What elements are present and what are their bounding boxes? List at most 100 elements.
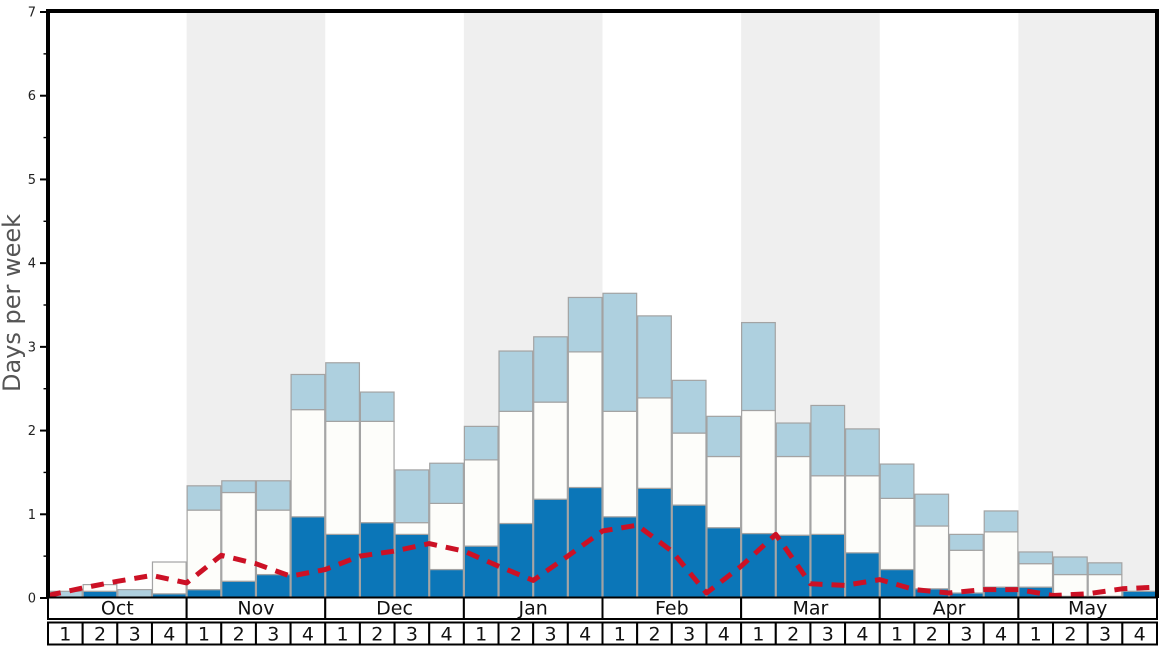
bar-nov-w3-dark_blue_days bbox=[255, 573, 291, 599]
week-label-feb-3: 3 bbox=[683, 624, 695, 646]
week-label-nov-1: 1 bbox=[198, 624, 210, 646]
week-label-oct-2: 2 bbox=[94, 624, 106, 646]
y-tick-label-6: 6 bbox=[28, 89, 36, 104]
y-tick-label-7: 7 bbox=[28, 6, 36, 21]
bar-may-w2-light_blue_days bbox=[1052, 556, 1088, 576]
week-label-jan-2: 2 bbox=[510, 624, 522, 646]
bar-nov-w2-dark_blue_days bbox=[221, 580, 257, 599]
week-label-dec-1: 1 bbox=[337, 624, 349, 646]
week-label-apr-4: 4 bbox=[995, 624, 1007, 646]
week-label-may-3: 3 bbox=[1099, 624, 1111, 646]
bar-dec-w2-white_days bbox=[359, 420, 395, 524]
bar-jan-w4-light_blue_days bbox=[567, 296, 603, 353]
bar-nov-w2-light_blue_days bbox=[221, 480, 257, 494]
week-label-jan-4: 4 bbox=[579, 624, 591, 646]
week-label-oct-3: 3 bbox=[129, 624, 141, 646]
week-label-nov-2: 2 bbox=[233, 624, 245, 646]
week-label-jan-1: 1 bbox=[475, 624, 487, 646]
bar-dec-w1-dark_blue_days bbox=[325, 533, 361, 599]
bar-feb-w2-light_blue_days bbox=[637, 315, 672, 399]
bar-feb-w4-light_blue_days bbox=[706, 415, 742, 458]
bar-dec-w1-light_blue_days bbox=[325, 362, 361, 422]
bar-nov-w1-white_days bbox=[186, 509, 222, 591]
bar-mar-w3-dark_blue_days bbox=[810, 533, 846, 599]
week-label-nov-3: 3 bbox=[267, 624, 279, 646]
bar-mar-w3-light_blue_days bbox=[810, 404, 846, 477]
week-label-mar-2: 2 bbox=[787, 624, 799, 646]
week-label-oct-1: 1 bbox=[59, 624, 71, 646]
bar-mar-w1-white_days bbox=[741, 409, 776, 535]
bar-apr-w4-light_blue_days bbox=[983, 510, 1019, 533]
week-label-dec-3: 3 bbox=[406, 624, 418, 646]
month-label-Dec: Dec bbox=[376, 598, 413, 620]
month-labels-row: Oct Nov Dec Jan Feb Mar Apr May bbox=[47, 596, 1158, 620]
bar-feb-w2-dark_blue_days bbox=[637, 487, 672, 599]
bar-feb-w4-white_days bbox=[706, 455, 742, 529]
week-label-mar-4: 4 bbox=[856, 624, 868, 646]
average-line-layer bbox=[47, 522, 1158, 598]
bar-mar-w1-light_blue_days bbox=[741, 321, 776, 412]
bar-mar-w4-light_blue_days bbox=[844, 428, 880, 477]
bar-apr-w2-light_blue_days bbox=[914, 493, 950, 527]
bar-jan-w1-light_blue_days bbox=[463, 425, 499, 461]
bar-apr-w3-light_blue_days bbox=[948, 533, 984, 551]
bar-nov-w2-white_days bbox=[221, 491, 257, 582]
bar-dec-w4-light_blue_days bbox=[429, 462, 464, 505]
week-label-mar-3: 3 bbox=[822, 624, 834, 646]
y-tick-label-3: 3 bbox=[28, 340, 36, 355]
y-axis-layer: 0 1 2 3 4 5 6 7 bbox=[28, 6, 48, 607]
bar-apr-w1-white_days bbox=[879, 497, 915, 571]
bar-feb-w1-white_days bbox=[602, 410, 638, 518]
bar-nov-w4-light_blue_days bbox=[290, 373, 326, 411]
month-label-Jan: Jan bbox=[518, 598, 548, 620]
week-label-oct-4: 4 bbox=[163, 624, 175, 646]
bar-may-w1-white_days bbox=[1018, 563, 1054, 588]
bar-may-w1-light_blue_days bbox=[1018, 551, 1054, 565]
bar-feb-w1-light_blue_days bbox=[602, 292, 638, 412]
y-tick-label-1: 1 bbox=[28, 508, 36, 523]
bar-mar-w2-dark_blue_days bbox=[775, 534, 811, 599]
month-band-May bbox=[1018, 12, 1157, 598]
bar-mar-w4-dark_blue_days bbox=[844, 552, 880, 599]
week-label-may-4: 4 bbox=[1134, 624, 1146, 646]
week-label-may-2: 2 bbox=[1064, 624, 1076, 646]
month-label-Mar: Mar bbox=[793, 598, 829, 620]
bar-jan-w4-white_days bbox=[567, 351, 603, 489]
bar-feb-w3-light_blue_days bbox=[671, 379, 707, 434]
week-label-apr-2: 2 bbox=[926, 624, 938, 646]
month-label-Nov: Nov bbox=[237, 598, 274, 620]
month-cell-May bbox=[1017, 596, 1158, 620]
month-label-May: May bbox=[1068, 598, 1107, 620]
bar-mar-w3-white_days bbox=[810, 475, 846, 535]
bar-apr-w1-light_blue_days bbox=[879, 463, 915, 499]
month-label-Apr: Apr bbox=[933, 598, 966, 620]
bar-nov-w1-light_blue_days bbox=[186, 485, 222, 511]
bar-apr-w4-white_days bbox=[983, 531, 1019, 588]
bar-apr-w3-white_days bbox=[948, 549, 984, 594]
week-label-feb-1: 1 bbox=[614, 624, 626, 646]
week-label-feb-4: 4 bbox=[718, 624, 730, 646]
bar-dec-w3-white_days bbox=[394, 522, 430, 535]
bar-jan-w3-light_blue_days bbox=[533, 336, 568, 403]
bar-feb-w2-white_days bbox=[637, 397, 672, 489]
bar-dec-w3-light_blue_days bbox=[394, 469, 430, 524]
week-label-mar-1: 1 bbox=[752, 624, 764, 646]
bar-feb-w3-dark_blue_days bbox=[671, 504, 707, 599]
y-tick-label-2: 2 bbox=[28, 424, 36, 439]
month-label-Oct: Oct bbox=[101, 598, 134, 620]
bar-jan-w2-white_days bbox=[498, 410, 534, 525]
bar-jan-w1-white_days bbox=[463, 459, 499, 547]
bars-layer bbox=[47, 292, 1158, 599]
week-label-nov-4: 4 bbox=[302, 624, 314, 646]
bar-dec-w2-light_blue_days bbox=[359, 391, 395, 422]
y-axis-title: Days per week bbox=[0, 214, 26, 392]
bar-mar-w4-white_days bbox=[844, 475, 880, 554]
red_dashed_average_line bbox=[47, 522, 1158, 598]
month-label-Feb: Feb bbox=[655, 598, 689, 620]
bar-dec-w1-white_days bbox=[325, 420, 361, 535]
bar-mar-w2-white_days bbox=[775, 455, 811, 536]
week-cell-may-4 bbox=[1121, 621, 1158, 646]
